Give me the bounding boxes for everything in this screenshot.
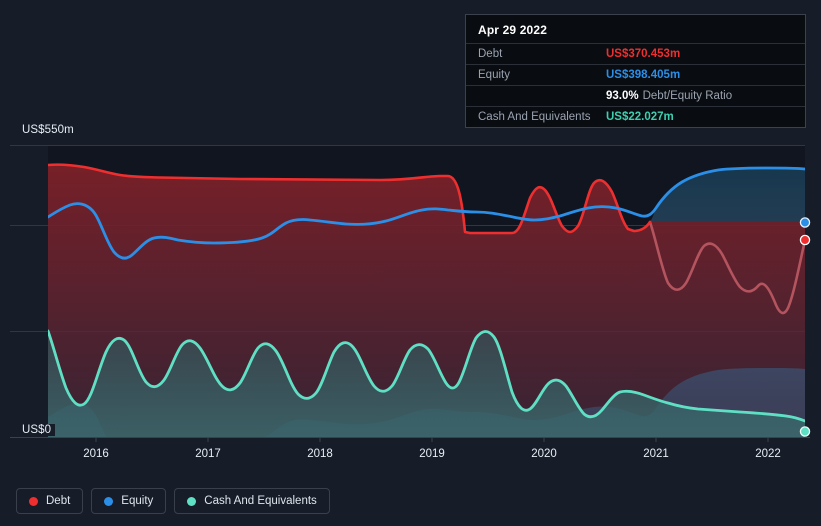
y-axis-label-top: US$550m xyxy=(22,124,78,136)
cash-endpoint-marker xyxy=(799,426,811,437)
tooltip-label-cash: Cash And Equivalents xyxy=(478,111,591,123)
debt-area xyxy=(48,164,805,437)
debt-line xyxy=(48,163,652,235)
tooltip-row-equity: Equity US$398.405m xyxy=(466,64,805,85)
x-tick-2022: 2022 xyxy=(755,448,781,460)
x-tick-marks xyxy=(95,437,769,442)
tooltip-label-debt: Debt xyxy=(478,48,503,60)
legend-item-debt[interactable]: Debt xyxy=(16,488,84,514)
cash-area xyxy=(48,331,805,437)
legend-label-cash: Cash And Equivalents xyxy=(204,495,317,507)
equity-endpoint-marker xyxy=(799,217,811,228)
cash-line xyxy=(48,329,805,423)
tooltip-row-cash: Cash And Equivalents US$22.027m xyxy=(466,106,805,127)
dot-icon xyxy=(187,496,197,506)
x-tick-2019: 2019 xyxy=(419,448,445,460)
debt-endpoint-marker xyxy=(799,234,811,246)
x-tick-2016: 2016 xyxy=(83,448,109,460)
legend-label-equity: Equity xyxy=(121,495,154,507)
x-tick-2017: 2017 xyxy=(195,448,221,460)
legend-label-debt: Debt xyxy=(46,495,71,507)
tooltip-row-ratio: 93.0% Debt/Equity Ratio xyxy=(466,85,805,106)
equity-line xyxy=(48,166,805,260)
tooltip-row-debt: Debt US$370.453m xyxy=(466,43,805,64)
x-tick-2018: 2018 xyxy=(307,448,333,460)
legend-item-equity[interactable]: Equity xyxy=(91,488,167,514)
tooltip-value-cash: US$22.027m xyxy=(606,111,674,123)
tooltip-label-ratio-text: Debt/Equity Ratio xyxy=(642,90,733,102)
tooltip-value-ratio: 93.0% xyxy=(606,90,639,102)
tooltip-date: Apr 29 2022 xyxy=(478,23,548,37)
dot-icon xyxy=(104,496,114,506)
x-tick-2020: 2020 xyxy=(531,448,557,460)
x-tick-2021: 2021 xyxy=(643,448,669,460)
chart-tooltip: Apr 29 2022 Debt US$370.453m Equity US$3… xyxy=(465,14,806,128)
debt-line-muted xyxy=(648,220,805,315)
legend-item-cash[interactable]: Cash And Equivalents xyxy=(174,488,330,514)
dot-icon xyxy=(29,496,38,506)
tooltip-value-equity: US$398.405m xyxy=(606,69,681,81)
tooltip-label-equity: Equity xyxy=(478,69,510,81)
equity-area-top xyxy=(650,168,805,222)
chart-legend: Debt Equity Cash And Equivalents xyxy=(16,488,330,514)
y-axis-label-zero: US$0 xyxy=(22,424,56,436)
tooltip-value-debt: US$370.453m xyxy=(606,48,681,60)
